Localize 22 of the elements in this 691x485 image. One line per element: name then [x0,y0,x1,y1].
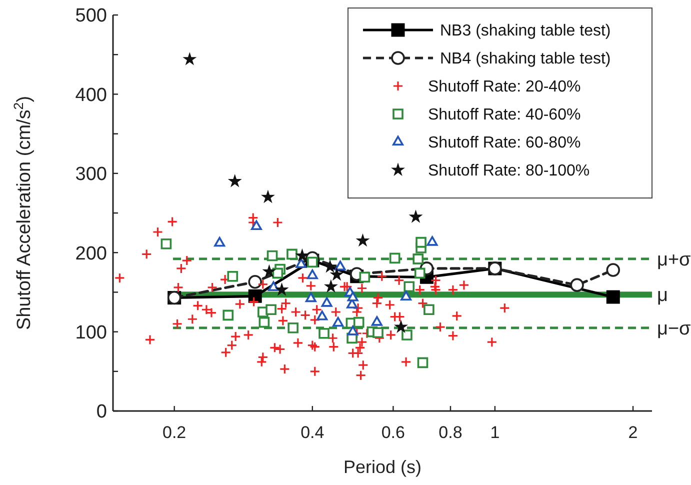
x-tick-label: 2 [628,423,638,442]
legend-label: Shutoff Rate: 80-100% [428,162,590,180]
x-axis-title: Period (s) [343,457,422,477]
legend-label: Shutoff Rate: 40-60% [428,106,581,124]
legend-label: Shutoff Rate: 60-80% [428,134,581,152]
legend-label: Shutoff Rate: 20-40% [428,78,581,96]
legend-label: NB4 (shaking table test) [440,50,611,68]
y-tick-label: 100 [75,322,107,344]
y-tick-label: 200 [75,243,107,264]
y-tick-label: 0 [96,402,107,423]
x-tick-label: 0.6 [381,423,405,442]
ref-line-label: μ+σ [657,250,691,271]
ref-line-label: μ [657,285,668,306]
x-tick-label: 0.2 [162,423,186,442]
y-tick-label: 400 [75,84,107,106]
x-tick-label: 0.8 [438,423,462,442]
y-tick-label: 300 [75,164,107,186]
ref-line-label: μ−σ [657,318,691,340]
x-tick-label: 1 [490,423,500,442]
legend-label: NB3 (shaking table test) [440,22,611,40]
y-tick-label: 500 [75,6,107,27]
x-tick-label: 0.4 [300,423,324,442]
